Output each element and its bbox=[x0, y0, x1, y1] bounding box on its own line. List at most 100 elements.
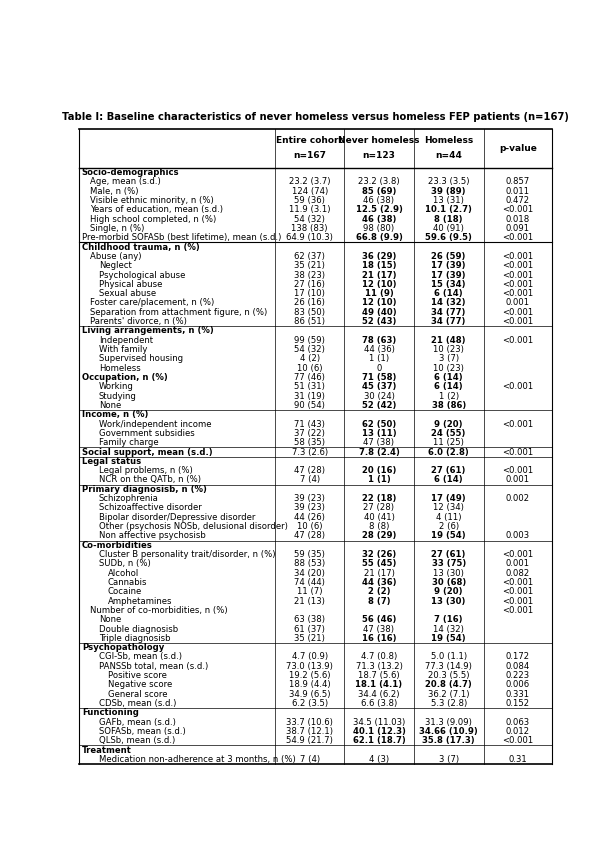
Text: Other (psychosis NOSb, delusional disorder): Other (psychosis NOSb, delusional disord… bbox=[99, 522, 288, 531]
Text: 24 (55): 24 (55) bbox=[431, 429, 466, 438]
Text: <0.001: <0.001 bbox=[502, 336, 533, 345]
Text: 23.2 (3.8): 23.2 (3.8) bbox=[358, 178, 400, 186]
Text: Table I: Baseline characteristics of never homeless versus homeless FEP patients: Table I: Baseline characteristics of nev… bbox=[62, 113, 569, 122]
Text: <0.001: <0.001 bbox=[502, 736, 533, 746]
Text: 71.3 (13.2): 71.3 (13.2) bbox=[355, 662, 402, 671]
Text: Childhood trauma, n (%): Childhood trauma, n (%) bbox=[82, 242, 200, 252]
Text: 13 (30): 13 (30) bbox=[431, 597, 466, 605]
Text: <0.001: <0.001 bbox=[502, 252, 533, 261]
Text: Government subsidies: Government subsidies bbox=[99, 429, 195, 438]
Text: 55 (45): 55 (45) bbox=[362, 559, 396, 568]
Text: Living arrangements, n (%): Living arrangements, n (%) bbox=[82, 326, 214, 335]
Text: 7 (16): 7 (16) bbox=[434, 615, 463, 624]
Text: 0.331: 0.331 bbox=[506, 689, 530, 699]
Text: 7 (4): 7 (4) bbox=[299, 475, 320, 484]
Text: <0.001: <0.001 bbox=[502, 578, 533, 587]
Text: 99 (59): 99 (59) bbox=[294, 336, 325, 345]
Text: <0.001: <0.001 bbox=[502, 597, 533, 605]
Text: Sexual abuse: Sexual abuse bbox=[99, 289, 156, 298]
Text: 11 (7): 11 (7) bbox=[297, 587, 323, 597]
Text: 28 (29): 28 (29) bbox=[362, 532, 396, 540]
Text: n=123: n=123 bbox=[363, 151, 395, 159]
Text: 74 (44): 74 (44) bbox=[294, 578, 325, 587]
Text: 0.082: 0.082 bbox=[506, 569, 530, 578]
Text: 4 (2): 4 (2) bbox=[299, 354, 320, 364]
Text: Working: Working bbox=[99, 382, 134, 391]
Text: Parents' divorce, n (%): Parents' divorce, n (%) bbox=[91, 317, 187, 326]
Text: 10 (23): 10 (23) bbox=[433, 345, 464, 354]
Text: 58 (35): 58 (35) bbox=[294, 438, 325, 447]
Text: <0.001: <0.001 bbox=[502, 606, 533, 615]
Text: 11.9 (3.1): 11.9 (3.1) bbox=[289, 205, 330, 215]
Text: 0.172: 0.172 bbox=[506, 652, 530, 662]
Text: <0.001: <0.001 bbox=[502, 420, 533, 429]
Text: 54.9 (21.7): 54.9 (21.7) bbox=[286, 736, 333, 746]
Text: 21 (17): 21 (17) bbox=[363, 569, 394, 578]
Text: PANSSb total, mean (s.d.): PANSSb total, mean (s.d.) bbox=[99, 662, 208, 671]
Text: 6 (14): 6 (14) bbox=[434, 289, 463, 298]
Text: 1 (1): 1 (1) bbox=[368, 475, 391, 484]
Text: Primary diagnosisb, n (%): Primary diagnosisb, n (%) bbox=[82, 485, 206, 494]
Text: Single, n (%): Single, n (%) bbox=[91, 224, 145, 233]
Text: 20.3 (5.5): 20.3 (5.5) bbox=[428, 671, 469, 680]
Text: 44 (26): 44 (26) bbox=[294, 513, 325, 521]
Text: Schizophrenia: Schizophrenia bbox=[99, 494, 159, 503]
Text: 46 (38): 46 (38) bbox=[362, 215, 396, 223]
Text: 0.857: 0.857 bbox=[506, 178, 530, 186]
Text: 71 (43): 71 (43) bbox=[294, 420, 325, 429]
Text: 0.001: 0.001 bbox=[506, 299, 530, 307]
Text: 39 (89): 39 (89) bbox=[431, 187, 466, 196]
Text: Schizoaffective disorder: Schizoaffective disorder bbox=[99, 503, 201, 513]
Text: 6.2 (3.5): 6.2 (3.5) bbox=[291, 699, 328, 708]
Text: Psychopathology: Psychopathology bbox=[82, 643, 164, 652]
Text: 0.001: 0.001 bbox=[506, 559, 530, 568]
Text: 16 (16): 16 (16) bbox=[362, 634, 396, 643]
Text: 30 (24): 30 (24) bbox=[363, 391, 394, 401]
Text: Negative score: Negative score bbox=[108, 681, 172, 689]
Text: 19.2 (5.6): 19.2 (5.6) bbox=[289, 671, 330, 680]
Text: 85 (69): 85 (69) bbox=[362, 187, 396, 196]
Text: 62 (37): 62 (37) bbox=[294, 252, 325, 261]
Text: 27 (61): 27 (61) bbox=[431, 550, 466, 559]
Text: Family charge: Family charge bbox=[99, 438, 158, 447]
Text: Income, n (%): Income, n (%) bbox=[82, 410, 148, 419]
Text: 0.006: 0.006 bbox=[506, 681, 530, 689]
Text: <0.001: <0.001 bbox=[502, 270, 533, 280]
Text: 20.8 (4.7): 20.8 (4.7) bbox=[425, 681, 472, 689]
Text: Work/independent income: Work/independent income bbox=[99, 420, 211, 429]
Text: 21 (17): 21 (17) bbox=[362, 270, 396, 280]
Text: 38 (86): 38 (86) bbox=[432, 401, 466, 410]
Text: 63 (38): 63 (38) bbox=[294, 615, 325, 624]
Text: 13 (30): 13 (30) bbox=[433, 569, 464, 578]
Text: 39 (23): 39 (23) bbox=[294, 494, 325, 503]
Text: Occupation, n (%): Occupation, n (%) bbox=[82, 373, 168, 382]
Text: 7 (4): 7 (4) bbox=[299, 755, 320, 764]
Text: Legal status: Legal status bbox=[82, 457, 141, 466]
Text: n=44: n=44 bbox=[436, 151, 462, 159]
Text: CDSb, mean (s.d.): CDSb, mean (s.d.) bbox=[99, 699, 176, 708]
Text: Neglect: Neglect bbox=[99, 262, 132, 270]
Text: Amphetamines: Amphetamines bbox=[108, 597, 172, 605]
Text: 17 (10): 17 (10) bbox=[294, 289, 325, 298]
Text: 47 (38): 47 (38) bbox=[363, 624, 394, 634]
Text: Triple diagnosisb: Triple diagnosisb bbox=[99, 634, 171, 643]
Text: 44 (36): 44 (36) bbox=[363, 345, 394, 354]
Text: Never homeless: Never homeless bbox=[338, 136, 419, 145]
Text: Treatment: Treatment bbox=[82, 746, 132, 754]
Text: 0.011: 0.011 bbox=[506, 187, 530, 196]
Text: 40 (91): 40 (91) bbox=[433, 224, 464, 233]
Text: 2 (2): 2 (2) bbox=[368, 587, 390, 597]
Text: 27 (61): 27 (61) bbox=[431, 466, 466, 475]
Text: 5.0 (1.1): 5.0 (1.1) bbox=[431, 652, 467, 662]
Text: General score: General score bbox=[108, 689, 167, 699]
Text: Physical abuse: Physical abuse bbox=[99, 280, 163, 289]
Text: <0.001: <0.001 bbox=[502, 587, 533, 597]
Text: Bipolar disorder/Depressive disorder: Bipolar disorder/Depressive disorder bbox=[99, 513, 256, 521]
Text: Abuse (any): Abuse (any) bbox=[91, 252, 142, 261]
Text: 39 (23): 39 (23) bbox=[294, 503, 325, 513]
Text: 0.003: 0.003 bbox=[506, 532, 530, 540]
Text: 59 (36): 59 (36) bbox=[294, 196, 325, 205]
Text: 9 (20): 9 (20) bbox=[434, 587, 463, 597]
Text: 34 (77): 34 (77) bbox=[431, 307, 466, 317]
Text: 38.7 (12.1): 38.7 (12.1) bbox=[286, 727, 333, 736]
